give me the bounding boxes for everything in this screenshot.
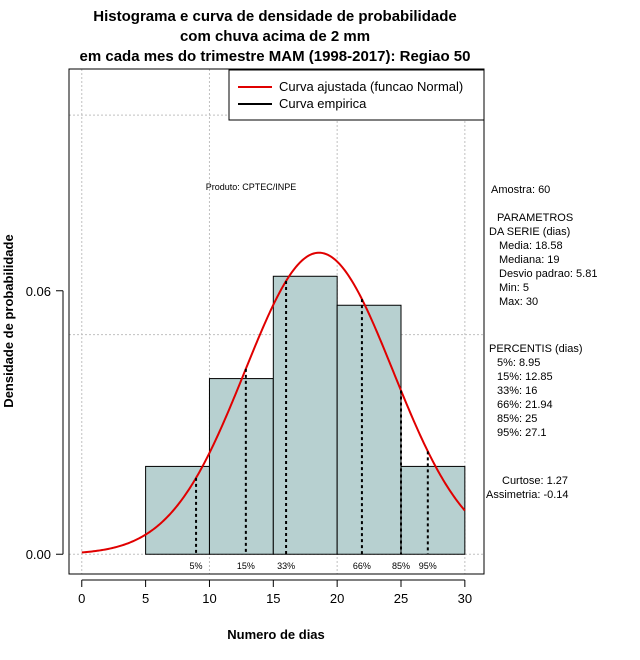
chart-title-line-2: com chuva acima de 2 mm <box>180 28 370 45</box>
percentil-66: 66%: 21.94 <box>497 399 553 411</box>
histogram-bar <box>336 304 402 555</box>
x-tick-label: 15 <box>266 591 280 606</box>
stat-mediana: Mediana: 19 <box>499 254 560 266</box>
stat-media: Media: 18.58 <box>499 240 563 252</box>
x-axis: 0 5 10 15 20 25 30 <box>78 579 472 606</box>
percentile-label: 95% <box>419 561 437 571</box>
percentile-label: 15% <box>237 561 255 571</box>
histogram-bar <box>272 275 338 555</box>
y-axis-label: Densidade de probabilidade <box>1 234 16 407</box>
histogram-bar <box>400 465 466 555</box>
x-tick-label: 5 <box>142 591 149 606</box>
stat-assimetria: Assimetria: -0.14 <box>486 489 569 501</box>
percentile-label: 33% <box>277 561 295 571</box>
statistics-panel: Amostra: 60 PARAMETROS DA SERIE (dias) M… <box>486 184 597 501</box>
bars-layer <box>145 275 466 555</box>
percentil-95: 95%: 27.1 <box>497 427 547 439</box>
legend-label-empirical: Curva empirica <box>279 96 367 111</box>
histogram-bar <box>208 378 274 555</box>
legend-box <box>228 69 485 121</box>
y-axis: 0.00 0.06 <box>26 284 64 562</box>
percentile-label: 85% <box>392 561 410 571</box>
percentile-label: 66% <box>353 561 371 571</box>
percentil-5: 5%: 8.95 <box>497 357 540 369</box>
histogram-bar <box>145 465 210 555</box>
plot-frame <box>68 68 485 575</box>
legend-label-normal: Curva ajustada (funcao Normal) <box>279 79 463 94</box>
y-tick-label: 0.06 <box>26 284 51 299</box>
stat-curtose: Curtose: 1.27 <box>502 475 568 487</box>
x-tick-label: 25 <box>394 591 408 606</box>
x-axis-label: Numero de dias <box>227 627 325 642</box>
stat-desvio: Desvio padrao: 5.81 <box>499 268 597 280</box>
percentil-15: 15%: 12.85 <box>497 371 553 383</box>
x-tick-label: 10 <box>202 591 216 606</box>
x-tick-label: 30 <box>458 591 472 606</box>
percentil-33: 33%: 16 <box>497 385 537 397</box>
chart-title-line-3: em cada mes do trimestre MAM (1998-2017)… <box>80 48 471 65</box>
percentile-label: 5% <box>190 561 203 571</box>
percentile-markers: 5% 15% 33% 66% 85% 95% <box>190 281 437 571</box>
y-tick-label: 0.00 <box>26 547 51 562</box>
product-annotation: Produto: CPTEC/INPE <box>206 182 297 192</box>
percentil-85: 85%: 25 <box>497 413 537 425</box>
x-tick-label: 20 <box>330 591 344 606</box>
params-title-1: PARAMETROS <box>497 212 573 224</box>
percentis-title: PERCENTIS (dias) <box>489 343 583 355</box>
params-title-2: DA SERIE (dias) <box>489 226 570 238</box>
stat-min: Min: 5 <box>499 282 529 294</box>
sample-size: Amostra: 60 <box>491 184 550 196</box>
x-tick-label: 0 <box>78 591 85 606</box>
chart-title-line-1: Histograma e curva de densidade de proba… <box>93 8 456 25</box>
legend: Curva ajustada (funcao Normal) Curva emp… <box>228 69 485 121</box>
stat-max: Max: 30 <box>499 296 538 308</box>
